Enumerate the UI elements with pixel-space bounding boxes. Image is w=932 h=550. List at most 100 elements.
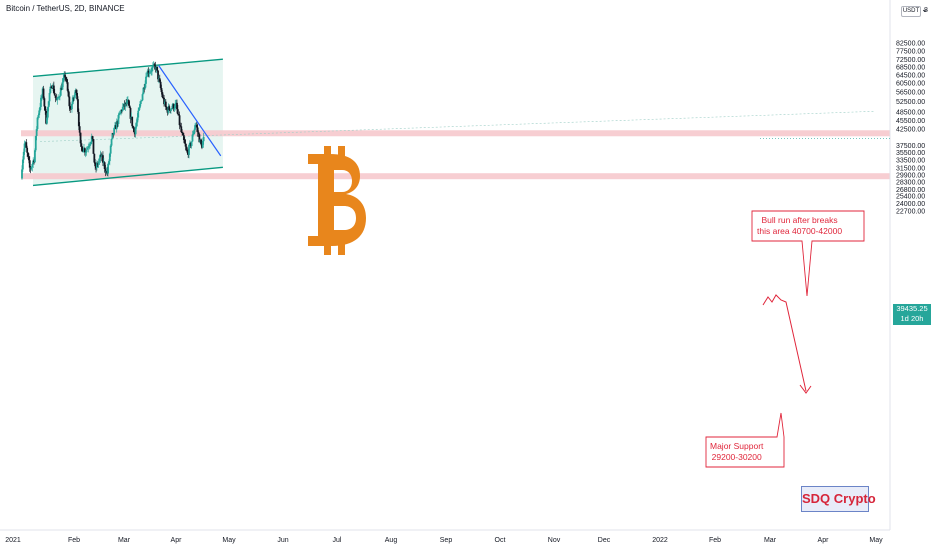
candle-body: [193, 129, 196, 135]
symbol-title[interactable]: Bitcoin / TetherUS, 2D, BINANCE: [6, 4, 125, 13]
candle-body: [119, 112, 122, 114]
candle: [71, 95, 74, 105]
candle-body: [78, 126, 81, 133]
candle-body: [137, 110, 140, 118]
candle: [110, 138, 113, 148]
price-tick-label: 35500.00: [896, 150, 925, 157]
candle-body: [54, 95, 57, 98]
candle: [53, 88, 56, 96]
channel-fill: [33, 59, 223, 186]
candle-body: [151, 67, 153, 72]
price-tick-label: 31500.00: [896, 166, 925, 173]
candle-body: [51, 87, 54, 89]
candle: [52, 81, 55, 95]
candle: [87, 143, 90, 153]
candle-body: [191, 134, 194, 142]
bitcoin-serif: [308, 154, 322, 164]
last-price-badge: 39435.25 1d 20h: [893, 304, 931, 325]
time-tick-label: Nov: [548, 537, 561, 544]
candle-body: [64, 74, 66, 78]
candle: [59, 85, 62, 96]
candle-body: [56, 97, 59, 101]
time-tick-label: May: [869, 537, 883, 544]
candle-body: [75, 90, 78, 93]
symbol-title-text: Bitcoin / TetherUS, 2D, BINANCE: [6, 4, 125, 13]
candle: [174, 99, 177, 111]
sdq-crypto-watermark: SDQ Crypto: [801, 486, 876, 512]
price-tick-label: 33500.00: [896, 158, 925, 165]
candle-body: [111, 132, 114, 139]
candle-body: [48, 92, 51, 102]
candle-body: [126, 100, 128, 105]
bull-run-line1: Bull run after breaks: [761, 215, 838, 225]
candle: [69, 102, 72, 113]
candle-body: [21, 159, 24, 170]
price-tick-label: 42500.00: [896, 127, 925, 134]
candle-body: [23, 143, 26, 152]
candle-body: [120, 110, 122, 113]
candle-body: [161, 92, 164, 98]
candle: [191, 130, 194, 142]
candle-body: [170, 108, 172, 111]
candle-body: [32, 160, 35, 164]
candle-body: [148, 72, 151, 74]
candle-body: [142, 87, 145, 95]
candle-body: [160, 88, 163, 93]
bitcoin-glyph: [318, 154, 366, 246]
candle-body: [180, 126, 183, 133]
price-tick-label: 22700.00: [896, 208, 925, 215]
candle-body: [182, 133, 184, 136]
candle-body: [43, 98, 46, 107]
candle-body: [108, 153, 111, 162]
candle-body: [47, 101, 50, 108]
candle-body: [67, 90, 70, 97]
candle: [148, 68, 151, 78]
candle-body: [179, 125, 182, 127]
currency-badge[interactable]: USDT: [901, 6, 921, 17]
candle-body: [30, 167, 33, 170]
candle: [151, 62, 154, 72]
chevron-down-icon[interactable]: ⌄: [921, 4, 929, 14]
candle: [46, 106, 49, 120]
candle-body: [186, 149, 189, 153]
time-tick-label: Jul: [333, 537, 342, 544]
time-tick-label: Sep: [440, 537, 453, 544]
candle-body: [124, 102, 127, 107]
candle-body: [150, 71, 153, 73]
time-tick-label: Dec: [598, 537, 611, 544]
candle-body: [145, 76, 147, 84]
candle-body: [93, 153, 96, 163]
price-tick-label: 28300.00: [896, 180, 925, 187]
candle-body: [188, 144, 190, 155]
candle-body: [88, 145, 91, 148]
candle-body: [198, 134, 201, 143]
time-tick-label: Mar: [764, 537, 777, 544]
candle: [194, 123, 196, 133]
candle-body: [71, 97, 74, 104]
candle-body: [87, 147, 90, 149]
candle-body: [27, 152, 29, 157]
candle-body: [84, 152, 87, 153]
candle-body: [147, 70, 150, 74]
candle-body: [46, 107, 49, 118]
candle-body: [103, 162, 106, 170]
candle-body: [181, 132, 184, 134]
candle-body: [85, 149, 88, 153]
candle-body: [50, 86, 53, 88]
candle-body: [127, 99, 130, 106]
candle-body: [35, 129, 38, 136]
candle-body: [89, 141, 92, 145]
candle-body: [132, 126, 134, 128]
candle: [183, 136, 186, 144]
candle-body: [163, 97, 165, 105]
candle: [83, 147, 86, 156]
candle-body: [121, 106, 124, 111]
candle-body: [92, 139, 95, 154]
candle-body: [36, 117, 39, 130]
major-support-line1: Major Support: [710, 441, 764, 451]
descending-trendline: [158, 65, 222, 157]
price-tick-label: 56500.00: [896, 90, 925, 97]
candle-body: [82, 151, 85, 153]
candle: [176, 104, 179, 116]
